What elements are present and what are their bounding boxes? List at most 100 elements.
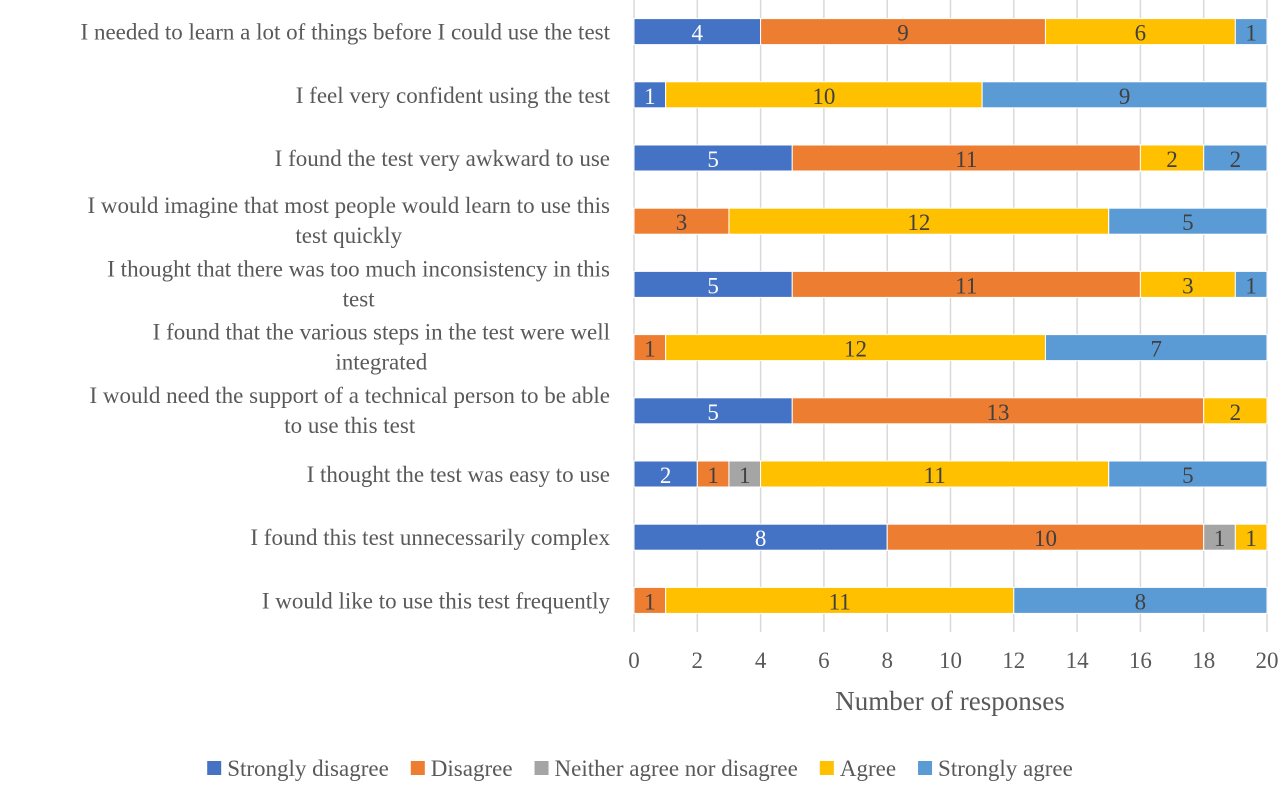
data-label: 1 xyxy=(1214,526,1226,551)
legend-item: Disagree xyxy=(410,756,513,781)
bar-segment xyxy=(1234,18,1268,46)
bar-segment xyxy=(791,144,1141,172)
data-label: 1 xyxy=(644,589,656,614)
x-tick-label: 10 xyxy=(939,648,962,673)
legend-swatch xyxy=(918,761,933,775)
data-label: 3 xyxy=(1182,273,1194,298)
bar-segment xyxy=(1013,586,1268,614)
data-label: 9 xyxy=(1119,84,1131,109)
bar-segment xyxy=(1044,18,1236,46)
legend-label: Strongly disagree xyxy=(227,756,389,781)
bar-segment xyxy=(665,586,1015,614)
legend: Strongly disagree Disagree Neither agree n… xyxy=(207,756,1073,781)
bar-segment xyxy=(1234,523,1268,551)
data-label: 8 xyxy=(755,526,767,551)
bar-segment xyxy=(760,18,1046,46)
category-labels: I needed to learn a lot of things before… xyxy=(81,20,611,614)
legend-label: Disagree xyxy=(431,756,513,781)
data-label: 13 xyxy=(986,400,1009,425)
data-label: 1 xyxy=(644,84,656,109)
data-label: 1 xyxy=(739,463,751,488)
bar-segment xyxy=(760,460,1110,488)
data-label: 9 xyxy=(897,21,909,46)
bar-segment xyxy=(633,334,667,362)
bar-segment xyxy=(728,460,762,488)
bar-segment xyxy=(665,334,1046,362)
data-label: 1 xyxy=(1245,273,1257,298)
bar-segment xyxy=(1203,144,1268,172)
bar-segment xyxy=(1044,334,1268,362)
category-label: I would need the support of a technical … xyxy=(89,383,610,438)
x-axis-ticks: 0 2 4 6 8 10 12 14 16 18 20 xyxy=(628,648,1278,673)
data-label: 5 xyxy=(707,400,719,425)
data-label: 11 xyxy=(829,589,851,614)
data-label: 5 xyxy=(707,273,719,298)
legend-item: Strongly agree xyxy=(918,756,1073,781)
bar-segment xyxy=(1203,523,1236,551)
data-label: 7 xyxy=(1150,337,1162,362)
bar-segment xyxy=(633,207,730,235)
bar-segment xyxy=(1234,270,1268,298)
x-tick-label: 2 xyxy=(692,648,704,673)
data-label: 12 xyxy=(844,337,867,362)
x-tick-label: 18 xyxy=(1192,648,1215,673)
data-label: 11 xyxy=(955,147,977,172)
bar-segment xyxy=(1139,144,1205,172)
x-tick-label: 14 xyxy=(1066,648,1090,673)
bar-segment xyxy=(633,144,793,172)
data-label: 1 xyxy=(707,463,719,488)
bar-segment xyxy=(1108,207,1268,235)
category-label: I found the test very awkward to use xyxy=(275,146,610,171)
bar-segment xyxy=(1139,270,1236,298)
category-label: I thought that there was too much incons… xyxy=(107,256,610,311)
data-label: 11 xyxy=(924,463,946,488)
data-label: 12 xyxy=(907,210,930,235)
legend-item: Strongly disagree xyxy=(207,756,389,781)
bar-segment xyxy=(633,460,698,488)
data-label: 1 xyxy=(1245,526,1257,551)
data-label: 11 xyxy=(955,273,977,298)
legend-item: Neither agree nor disagree xyxy=(534,756,798,781)
bar-segment xyxy=(633,586,667,614)
data-label: 1 xyxy=(644,337,656,362)
x-tick-label: 16 xyxy=(1129,648,1152,673)
data-label: 6 xyxy=(1135,21,1147,46)
bar-segment xyxy=(633,81,667,109)
bar-segment xyxy=(1108,460,1268,488)
x-tick-label: 6 xyxy=(818,648,830,673)
bars: 4 9 6 11 10 95 11 2 23 12 55 11 3 11 12 75 13 22 1 1 11 58 10 1… xyxy=(633,18,1268,614)
legend-item: Agree xyxy=(819,756,896,781)
legend-swatch xyxy=(410,761,425,775)
x-tick-label: 8 xyxy=(881,648,893,673)
legend-swatch xyxy=(534,761,549,775)
legend-label: Agree xyxy=(840,756,896,781)
data-label: 8 xyxy=(1135,589,1147,614)
data-label: 2 xyxy=(660,463,672,488)
data-label: 10 xyxy=(812,84,835,109)
x-tick-label: 4 xyxy=(755,648,767,673)
data-label: 2 xyxy=(1230,147,1242,172)
bar-segment xyxy=(981,81,1268,109)
bar-segment xyxy=(633,270,793,298)
data-label: 5 xyxy=(707,147,719,172)
category-label: I needed to learn a lot of things before… xyxy=(81,20,611,45)
data-label: 3 xyxy=(676,210,688,235)
category-label: I found that the various steps in the te… xyxy=(153,320,610,375)
data-label: 2 xyxy=(1166,147,1178,172)
x-tick-label: 20 xyxy=(1256,648,1279,673)
bar-segment xyxy=(1203,397,1268,425)
category-label: I thought the test was easy to use xyxy=(307,462,610,487)
category-label: I would imagine that most people would l… xyxy=(87,193,610,248)
data-label: 5 xyxy=(1182,463,1194,488)
legend-label: Neither agree nor disagree xyxy=(555,756,798,781)
category-label: I found this test unnecessarily complex xyxy=(250,525,610,550)
x-axis-title: Number of responses xyxy=(835,686,1064,716)
bar-segment xyxy=(665,81,983,109)
legend-swatch xyxy=(819,761,834,775)
data-label: 5 xyxy=(1182,210,1194,235)
bar-segment xyxy=(633,523,888,551)
bar-segment xyxy=(791,270,1141,298)
bar-segment xyxy=(633,18,762,46)
